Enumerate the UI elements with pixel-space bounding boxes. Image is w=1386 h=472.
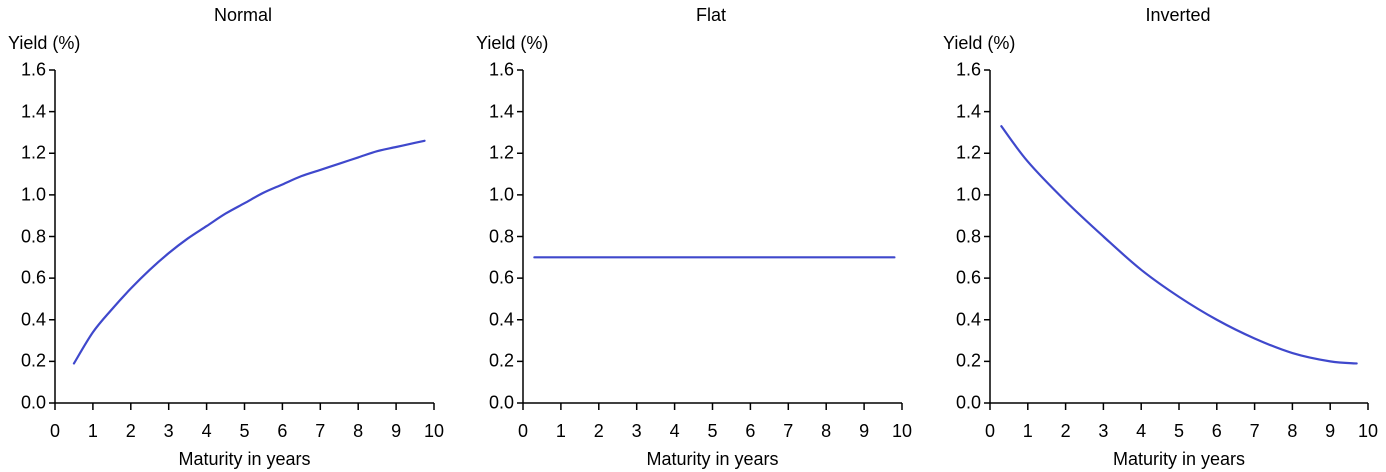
normal-x-tick-label: 6 (277, 421, 288, 441)
inverted-y-tick-label: 1.4 (955, 101, 981, 122)
inverted-x-tick-label: 7 (1249, 421, 1260, 441)
inverted-x-tick-label: 2 (1060, 421, 1071, 441)
inverted-x-tick-label: 1 (1022, 421, 1033, 441)
flat-x-tick-label: 2 (593, 421, 604, 441)
inverted-y-tick-label: 0.6 (955, 267, 981, 288)
inverted-x-tick-label: 5 (1173, 421, 1185, 441)
normal-x-tick-label: 3 (163, 421, 174, 441)
normal-x-tick-label: 2 (125, 421, 136, 441)
inverted-x-tick-label: 6 (1211, 421, 1222, 441)
flat-x-tick-label: 1 (555, 421, 566, 441)
normal-y-tick-label: 0.6 (20, 267, 46, 288)
normal-x-tick-label: 0 (49, 421, 61, 441)
flat-y-tick-label: 1.0 (488, 184, 514, 205)
inverted-x-tick-label: 10 (1357, 421, 1379, 441)
normal-x-tick-label: 7 (315, 421, 326, 441)
flat-x-tick-label: 6 (745, 421, 756, 441)
flat-y-tick-label: 1.4 (488, 101, 514, 122)
inverted-x-tick-label: 9 (1325, 421, 1336, 441)
flat-y-tick-label: 1.6 (488, 59, 514, 80)
flat-x-tick-label: 9 (859, 421, 870, 441)
normal-y-tick-label: 0.4 (20, 309, 46, 330)
inverted-x-tick-label: 3 (1098, 421, 1109, 441)
normal-y-tick-label: 1.0 (20, 184, 46, 205)
normal-yield-curve-line (72, 139, 426, 365)
flat-x-axis-label: Maturity in years (646, 449, 779, 469)
flat-x-tick-label: 10 (891, 421, 913, 441)
normal-x-tick-label: 5 (239, 421, 250, 441)
flat-x-tick-label: 0 (517, 421, 529, 441)
flat-y-tick-label: 1.2 (488, 142, 514, 163)
flat-y-tick-label: 0.6 (488, 267, 514, 288)
flat-y-axis-label: Yield (%) (476, 33, 549, 53)
flat-x-tick-label: 8 (821, 421, 832, 441)
flat-x-tick-label: 4 (669, 421, 680, 441)
inverted-y-tick-label: 1.2 (955, 142, 981, 163)
normal-chart-title: Normal (213, 5, 273, 25)
flat-y-tick-label: 0.4 (488, 309, 514, 330)
normal-x-tick-label: 8 (353, 421, 364, 441)
inverted-y-tick-label: 1.6 (955, 59, 981, 80)
inverted-y-tick-label: 0.2 (955, 350, 981, 371)
inverted-x-tick-label: 0 (984, 421, 996, 441)
normal-x-axis-label: Maturity in years (178, 449, 311, 469)
normal-y-tick-label: 1.6 (20, 59, 46, 80)
inverted-y-tick-label: 0.4 (955, 309, 981, 330)
inverted-y-axis-label: Yield (%) (943, 33, 1016, 53)
flat-chart-title: Flat (695, 5, 727, 25)
flat-y-tick-label: 0.0 (488, 392, 514, 413)
flat-x-tick-label: 3 (631, 421, 642, 441)
normal-y-tick-label: 1.2 (20, 142, 46, 163)
normal-x-tick-label: 1 (87, 421, 98, 441)
normal-x-tick-label: 10 (423, 421, 445, 441)
flat-y-tick-label: 0.8 (488, 226, 514, 246)
normal-x-tick-label: 9 (391, 421, 402, 441)
normal-y-axis-label: Yield (%) (8, 33, 81, 53)
inverted-x-tick-label: 4 (1136, 421, 1147, 441)
flat-x-tick-label: 7 (783, 421, 794, 441)
inverted-y-tick-label: 1.0 (955, 184, 981, 205)
normal-y-tick-label: 0.2 (20, 350, 46, 371)
normal-y-tick-label: 0.0 (20, 392, 46, 413)
flat-x-tick-label: 5 (707, 421, 718, 441)
inverted-y-tick-label: 0.0 (955, 392, 981, 413)
normal-x-tick-label: 4 (201, 421, 212, 441)
flat-y-tick-label: 0.2 (488, 350, 514, 371)
inverted-x-tick-label: 8 (1287, 421, 1298, 441)
inverted-x-axis-label: Maturity in years (1112, 449, 1246, 469)
inverted-yield-curve-line (1000, 125, 1358, 365)
normal-y-tick-label: 0.8 (20, 226, 46, 246)
normal-y-tick-label: 1.4 (20, 101, 46, 122)
inverted-chart-title: Inverted (1145, 5, 1211, 25)
inverted-y-tick-label: 0.8 (955, 226, 981, 246)
